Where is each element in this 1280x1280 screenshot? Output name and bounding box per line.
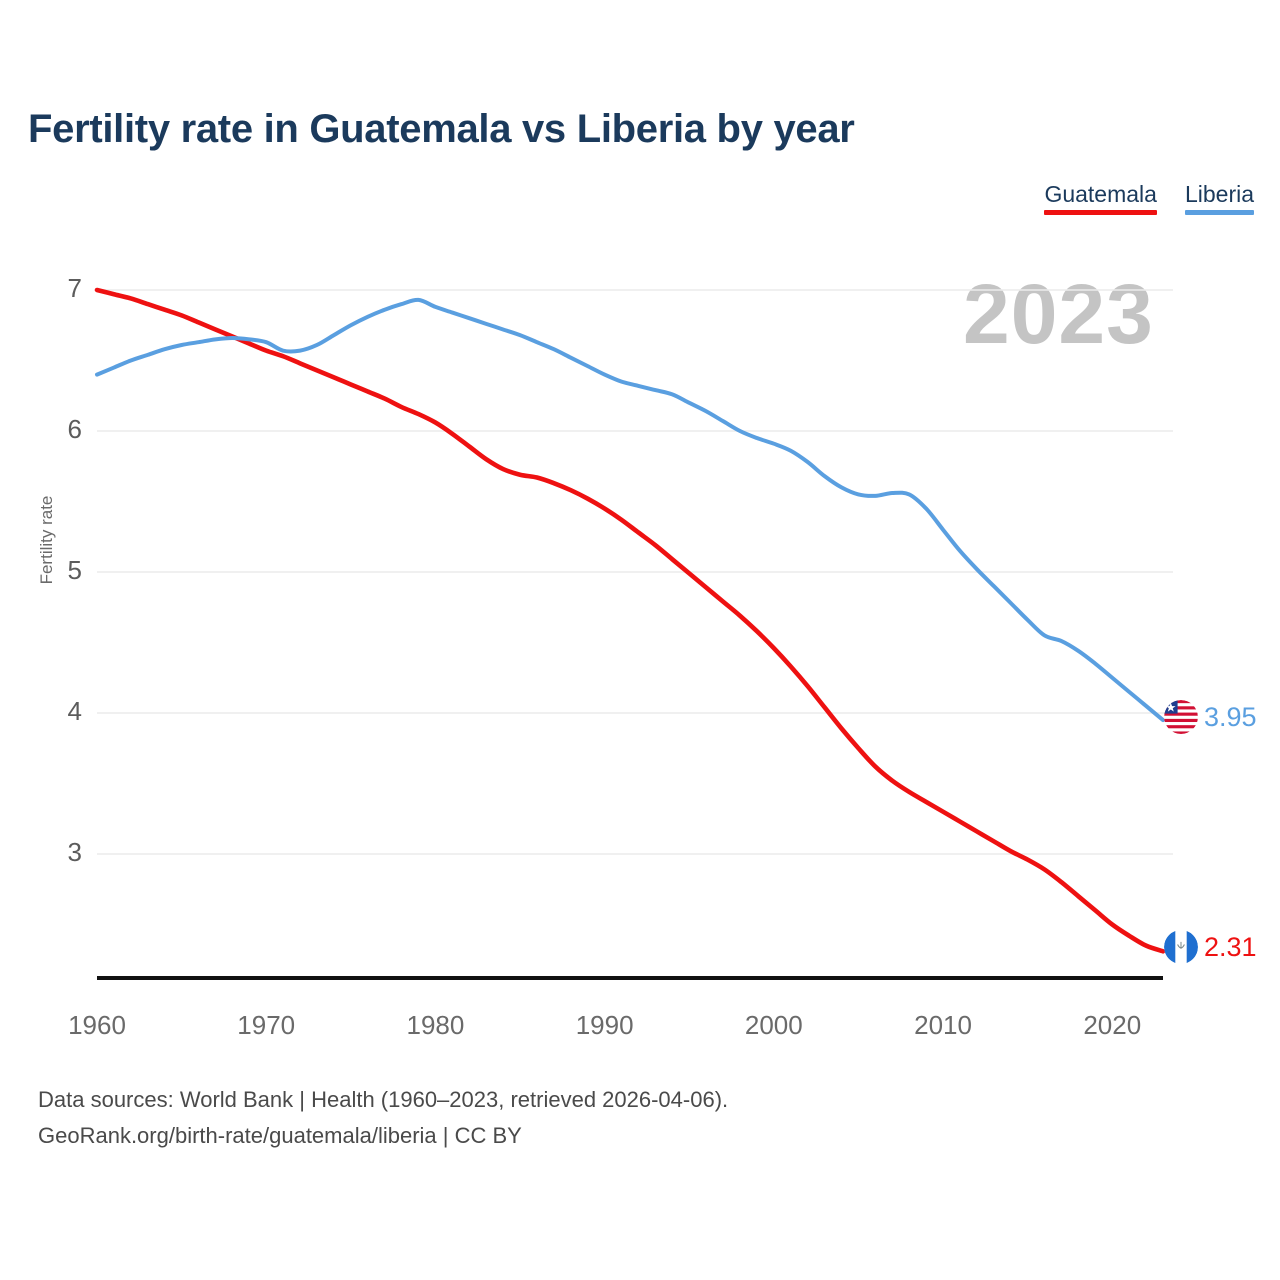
y-tick-label: 5 <box>67 555 82 585</box>
chart-legend: Guatemala Liberia <box>1044 181 1254 216</box>
series-line-guatemala <box>94 287 1166 954</box>
y-tick-label: 4 <box>67 696 82 726</box>
x-tick-label: 2020 <box>1083 1010 1142 1040</box>
y-tick-label: 3 <box>67 837 82 867</box>
page-title: Fertility rate in Guatemala vs Liberia b… <box>28 107 855 151</box>
x-tick-label: 1980 <box>406 1010 465 1040</box>
liberia-flag-icon <box>1164 700 1198 734</box>
series-line-liberia <box>95 297 1165 723</box>
endpoint-liberia: 3.95 <box>1164 700 1257 734</box>
x-tick-label: 2010 <box>914 1010 972 1040</box>
legend-label-liberia: Liberia <box>1184 181 1254 207</box>
endpoint-guatemala: 2.31 <box>1164 930 1257 964</box>
guatemala-flag-icon <box>1164 930 1198 964</box>
footer-line-2: GeoRank.org/birth-rate/guatemala/liberia… <box>38 1122 522 1148</box>
x-tick-label: 2000 <box>744 1010 803 1040</box>
legend-label-guatemala: Guatemala <box>1044 181 1157 207</box>
footer-line-1: Data sources: World Bank | Health (1960–… <box>38 1087 729 1112</box>
legend-color-swatch-guatemala <box>1044 210 1157 216</box>
legend-color-swatch-liberia <box>1184 210 1254 216</box>
endpoint-value-guatemala: 2.31 <box>1204 931 1257 962</box>
year-watermark: 2023 <box>963 267 1154 361</box>
x-tick-label: 1960 <box>68 1010 126 1040</box>
y-tick-label: 6 <box>67 414 82 444</box>
endpoint-value-liberia: 3.95 <box>1204 701 1257 732</box>
footer-attribution: Data sources: World Bank | Health (1960–… <box>38 1082 728 1153</box>
x-tick-label: 1970 <box>237 1010 296 1040</box>
legend-item-guatemala[interactable]: Guatemala <box>1044 181 1157 216</box>
y-tick-label: 7 <box>67 273 82 303</box>
x-tick-label: 1990 <box>575 1010 634 1040</box>
legend-item-liberia[interactable]: Liberia <box>1184 181 1254 216</box>
